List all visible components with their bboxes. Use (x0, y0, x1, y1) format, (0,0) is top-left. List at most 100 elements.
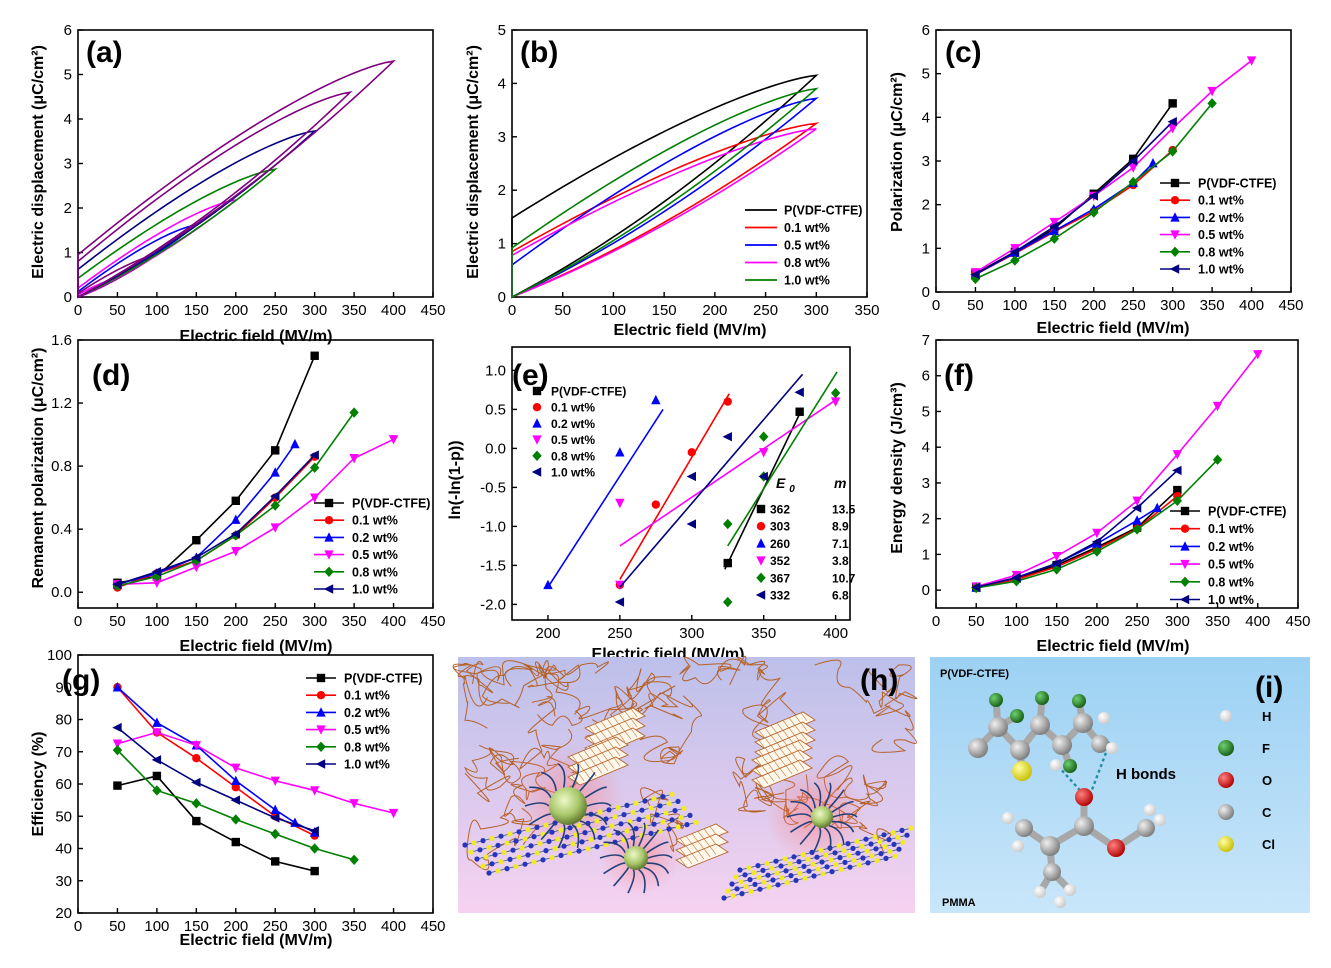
ligand (528, 813, 552, 826)
data-point-3-7 (1253, 350, 1263, 360)
y-tick-label: 0 (922, 284, 930, 301)
data-point-3-2 (191, 562, 202, 573)
sheet-atom (847, 864, 853, 870)
atom-c (1043, 863, 1061, 881)
e0-value: 303 (770, 520, 790, 534)
data-point-5-3 (1091, 537, 1102, 547)
sheet-atom (800, 852, 806, 858)
legend-label: P(VDF-CTFE) (352, 497, 430, 511)
data-point-3-3 (231, 763, 241, 774)
chain-fold (595, 765, 603, 774)
sheet-atom (498, 833, 504, 839)
chain-fold (679, 848, 687, 857)
chain-fold (679, 858, 687, 867)
panel-g-ylabel: Efficiency (%) (30, 732, 47, 837)
sheet-atom (669, 817, 675, 823)
sheet-atom (576, 823, 582, 829)
atom-c (1052, 735, 1072, 755)
polymer-chain (481, 664, 581, 717)
panel-b-xlabel: Electric field (MV/m) (614, 322, 767, 339)
sheet-atom (838, 866, 844, 873)
data-point-2-4 (270, 467, 280, 477)
data-point-2-5 (1152, 502, 1162, 513)
polymer-chain (627, 668, 683, 720)
x-tick-label: 400 (381, 918, 406, 935)
panel-h-letter: (h) (860, 664, 898, 697)
x-tick-label: 250 (263, 918, 288, 935)
x-tick-label: 350 (342, 918, 367, 935)
sheet-atom (846, 852, 852, 859)
polymer-chain (464, 747, 519, 803)
h-bonds-label: H bonds (1116, 766, 1176, 783)
chain-fold (606, 728, 614, 738)
sheet-atom (606, 832, 612, 838)
polymer-chain (504, 661, 610, 687)
data-point-0-1 (795, 407, 804, 416)
legend-marker (1170, 230, 1180, 240)
hydrogen-bond-dashes (1057, 741, 1112, 798)
panel-f-letter: (f) (944, 359, 974, 392)
sheet-atom (543, 848, 549, 854)
sheet-atom (651, 821, 657, 827)
atom-c (1015, 819, 1033, 837)
sheet-atom (809, 849, 815, 856)
atom-c (988, 717, 1008, 737)
chain-fold (595, 745, 603, 754)
fit-line-4 (727, 371, 838, 547)
sheet-atom (561, 843, 567, 849)
panel-d-letter: (d) (92, 359, 130, 392)
x-tick-label: 200 (223, 613, 248, 630)
y-tick-label: 50 (55, 808, 72, 825)
y-tick-label: 6 (922, 22, 930, 39)
sheet-atom (507, 856, 513, 863)
data-point-4-2 (1051, 564, 1062, 575)
sheet-atom (774, 870, 780, 876)
sheet-atom (883, 855, 889, 862)
chain-fold (594, 733, 602, 743)
chain-fold (779, 768, 787, 777)
x-tick-label: 250 (607, 625, 632, 642)
chain-fold (776, 722, 784, 732)
legend-label: 0.1 wt% (344, 689, 390, 703)
sheet-atom (725, 888, 731, 894)
chain-fold (776, 732, 784, 742)
panel-i-letter: (i) (1255, 671, 1283, 704)
y-tick-label: 0.4 (51, 521, 72, 538)
legend-label: 0.2 wt% (1198, 211, 1244, 225)
sheet-atom (558, 827, 564, 833)
sheet-atom (743, 884, 749, 890)
sheet-atom (486, 870, 492, 876)
legend-label: 1.0 wt% (352, 583, 398, 597)
sheet-atom (797, 870, 803, 877)
sheet-atom (513, 863, 519, 870)
sheet-atom (738, 879, 744, 885)
sheet-atom (555, 836, 561, 842)
data-point-5-3 (722, 432, 732, 442)
x-tick-label: 300 (302, 613, 327, 630)
sheet-atom (639, 807, 645, 813)
data-point-3-0 (112, 739, 123, 749)
chain-fold (761, 765, 769, 775)
sheet-atom (856, 862, 862, 868)
legend-marker (316, 741, 326, 752)
chain-fold (791, 743, 799, 752)
sheet-atom (648, 805, 654, 811)
chain-fold (755, 768, 763, 777)
polymer-chain (871, 664, 918, 753)
x-tick-label: 200 (223, 918, 248, 935)
panel-a-ylabel: Electric displacement (μC/cm²) (30, 45, 47, 279)
sheet-atom (810, 861, 816, 867)
y-tick-label: 3 (64, 156, 72, 173)
ligand (529, 786, 552, 799)
sheet-atom (739, 891, 745, 897)
ligand (612, 867, 630, 887)
data-point-2-2 (651, 394, 661, 405)
y-tick-label: 0 (64, 289, 72, 306)
x-tick-label: 150 (1044, 613, 1069, 630)
y-tick-label: 1.6 (51, 332, 72, 349)
panel-c-letter: (c) (945, 36, 982, 69)
data-point-5-5 (309, 826, 319, 836)
ligand (823, 827, 832, 852)
panel-f-ylabel: Energy density (J/cm³) (889, 382, 906, 554)
sheet-atom (534, 824, 540, 831)
